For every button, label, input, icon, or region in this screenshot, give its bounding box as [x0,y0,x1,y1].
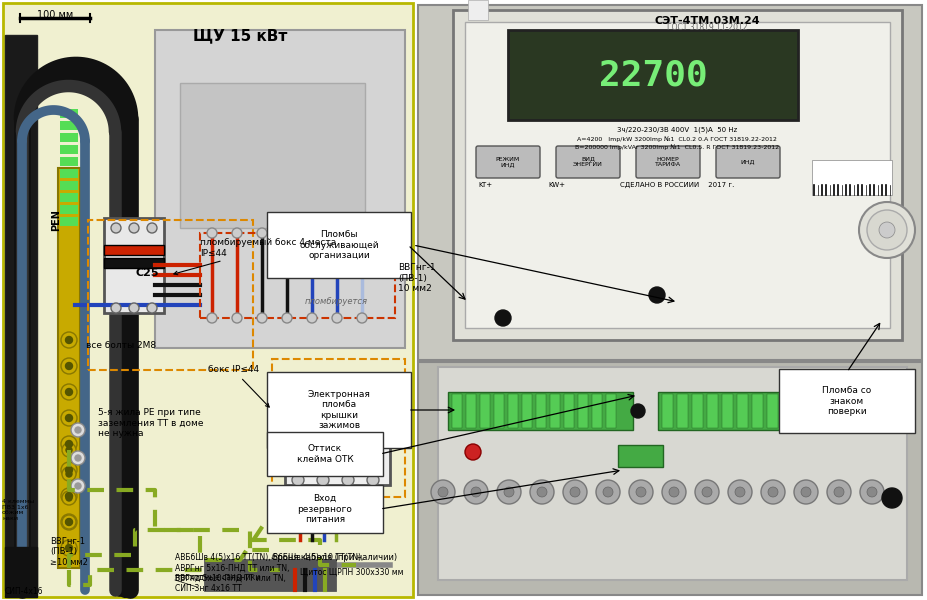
Circle shape [66,495,72,501]
Text: 22700: 22700 [598,58,706,92]
FancyBboxPatch shape [452,10,901,340]
Text: Электронная
пломба
крышки
зажимов: Электронная пломба крышки зажимов [307,390,370,430]
Text: Оттиск
клейма ОТК: Оттиск клейма ОТК [297,444,353,464]
Text: С25: С25 [135,268,159,278]
FancyBboxPatch shape [507,394,517,428]
Circle shape [71,423,85,437]
FancyBboxPatch shape [564,394,574,428]
Circle shape [66,440,72,448]
Circle shape [146,303,157,313]
Circle shape [307,228,317,238]
Text: СИП-4х16: СИП-4х16 [5,587,44,596]
Circle shape [342,379,353,391]
Circle shape [342,474,353,486]
FancyBboxPatch shape [507,30,797,120]
FancyBboxPatch shape [736,394,747,428]
FancyBboxPatch shape [180,83,364,228]
FancyBboxPatch shape [617,445,662,467]
FancyBboxPatch shape [60,169,78,178]
Circle shape [464,444,480,460]
FancyBboxPatch shape [464,22,889,328]
Circle shape [129,303,139,313]
FancyBboxPatch shape [267,432,383,476]
Circle shape [61,358,77,374]
Circle shape [317,379,329,391]
Circle shape [357,228,366,238]
Circle shape [62,491,76,505]
Circle shape [71,451,85,465]
Circle shape [661,480,685,504]
Circle shape [760,480,784,504]
FancyBboxPatch shape [778,369,914,433]
Circle shape [111,303,121,313]
Circle shape [858,202,914,258]
Circle shape [603,487,613,497]
Circle shape [292,474,304,486]
FancyBboxPatch shape [5,547,37,597]
Circle shape [257,313,267,323]
Text: все болты 2М8: все болты 2М8 [86,340,156,349]
Circle shape [494,310,511,326]
Circle shape [66,362,72,370]
FancyBboxPatch shape [60,109,78,118]
FancyBboxPatch shape [811,394,822,428]
Circle shape [430,480,454,504]
Circle shape [694,480,718,504]
FancyBboxPatch shape [104,218,164,313]
FancyBboxPatch shape [60,145,78,154]
Circle shape [61,462,77,478]
Circle shape [800,487,810,497]
Text: 3ч/220-230/3В 400V  1(5)A  50 Hz: 3ч/220-230/3В 400V 1(5)A 50 Hz [616,127,736,133]
FancyBboxPatch shape [635,146,699,178]
Circle shape [257,228,267,238]
FancyBboxPatch shape [451,394,462,428]
Circle shape [595,480,619,504]
FancyBboxPatch shape [467,0,488,20]
Circle shape [503,487,514,497]
Circle shape [366,379,378,391]
Text: ВВГнг-1
(ПВ-1)
10 мм2: ВВГнг-1 (ПВ-1) 10 мм2 [398,263,435,293]
Circle shape [61,384,77,400]
Circle shape [292,379,304,391]
Text: пломбируемый бокс 4 места
IP≤44: пломбируемый бокс 4 места IP≤44 [173,238,336,275]
Text: ЩУ 15 кВт: ЩУ 15 кВт [193,28,286,43]
Circle shape [207,313,217,323]
FancyBboxPatch shape [856,394,867,428]
FancyBboxPatch shape [781,394,793,428]
Circle shape [833,487,843,497]
FancyBboxPatch shape [721,394,732,428]
Circle shape [66,518,72,526]
Circle shape [232,313,242,323]
Circle shape [668,487,679,497]
Circle shape [282,313,292,323]
Text: АВБбШв 4(5)х16 ТТ(TN), ВбБШв 4(5)х10 ТТ(TN),
АВРГнг 5х16-ПНД ТТ или TN,
ВВГнд 5х: АВБбШв 4(5)х16 ТТ(TN), ВбБШв 4(5)х10 ТТ(… [175,553,363,593]
Circle shape [635,487,645,497]
Circle shape [61,332,77,348]
Circle shape [61,436,77,452]
Circle shape [66,415,72,421]
Circle shape [866,487,876,497]
FancyBboxPatch shape [417,5,921,360]
Circle shape [62,467,76,481]
FancyBboxPatch shape [438,367,906,580]
FancyBboxPatch shape [677,394,687,428]
Circle shape [471,487,480,497]
Circle shape [66,493,72,499]
Text: T: T [305,448,314,462]
FancyBboxPatch shape [155,30,404,348]
Circle shape [497,480,520,504]
Circle shape [734,487,744,497]
Circle shape [438,487,448,497]
Text: НОМЕР
ТАРИФА: НОМЕР ТАРИФА [654,157,680,167]
FancyBboxPatch shape [57,168,80,568]
Text: 63/100 AC S: 63/100 AC S [299,398,370,408]
FancyBboxPatch shape [578,394,588,428]
Circle shape [71,479,85,493]
FancyBboxPatch shape [476,146,540,178]
FancyBboxPatch shape [706,394,717,428]
Text: PEN: PEN [51,209,61,231]
Text: A=4200   Imp/kW 3200Imp №1  CL0.2 0.A ГОСТ 31819.22-2012: A=4200 Imp/kW 3200Imp №1 CL0.2 0.A ГОСТ … [577,136,776,142]
FancyBboxPatch shape [716,146,780,178]
Text: ИНД: ИНД [740,160,755,164]
Circle shape [66,337,72,343]
